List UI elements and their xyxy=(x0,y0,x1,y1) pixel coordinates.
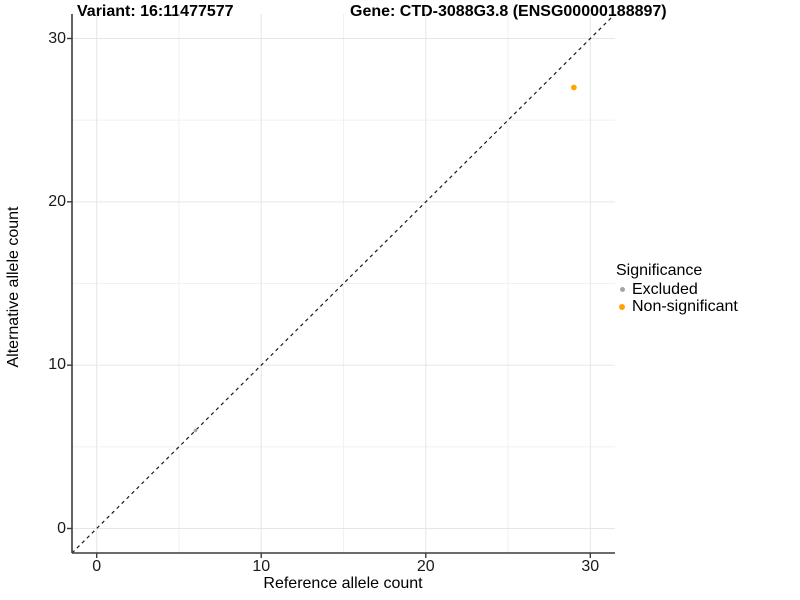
gene-title: Gene: CTD-3088G3.8 (ENSG00000188897) xyxy=(350,3,667,20)
legend-title: Significance xyxy=(616,262,703,279)
legend-item-label: Excluded xyxy=(632,281,698,298)
y-tick-label: 10 xyxy=(48,356,66,374)
identity-dashed-line xyxy=(71,13,616,554)
legend-item-label: Non-significant xyxy=(632,298,738,315)
legend: Significance Excluded Non-significant xyxy=(616,261,738,315)
legend-key-dot-icon xyxy=(616,303,628,310)
y-tick-label: 20 xyxy=(48,192,66,210)
x-tick-label: 10 xyxy=(252,558,271,575)
y-tick-label: 30 xyxy=(48,29,66,47)
y-tick-label: 0 xyxy=(57,519,66,537)
variant-title: Variant: 16:11477577 xyxy=(77,3,234,20)
legend-key-dot-icon xyxy=(616,287,628,292)
data-point-non-significant xyxy=(570,84,577,91)
legend-item-excluded: Excluded xyxy=(616,281,738,298)
legend-items: Excluded Non-significant xyxy=(616,281,738,315)
y-axis-title: Alternative allele count xyxy=(5,206,22,368)
x-tick-label: 30 xyxy=(581,558,600,575)
x-tick-label: 20 xyxy=(416,558,435,575)
x-axis-title: Reference allele count xyxy=(263,575,423,592)
legend-item-non-significant: Non-significant xyxy=(616,298,738,315)
x-tick-label: 0 xyxy=(92,558,102,575)
data-point-excluded xyxy=(193,428,198,433)
